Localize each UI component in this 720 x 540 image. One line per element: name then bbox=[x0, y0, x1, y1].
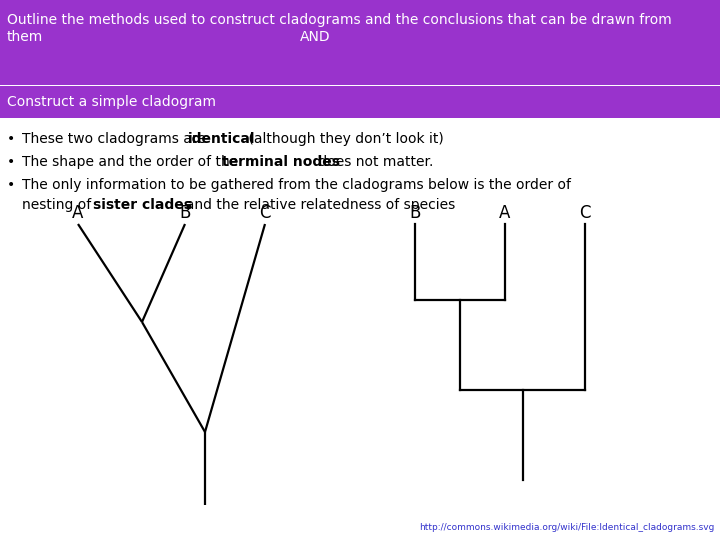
Text: C: C bbox=[580, 204, 590, 222]
Text: and the relative relatedness of species: and the relative relatedness of species bbox=[177, 198, 455, 212]
Text: sister clades: sister clades bbox=[93, 198, 192, 212]
Text: them: them bbox=[7, 30, 43, 44]
Text: (although they don’t look it): (although they don’t look it) bbox=[244, 132, 444, 146]
Text: Construct a simple cladogram: Construct a simple cladogram bbox=[7, 95, 216, 109]
Text: B: B bbox=[409, 204, 420, 222]
Text: C: C bbox=[259, 204, 271, 222]
Text: The only information to be gathered from the cladograms below is the order of: The only information to be gathered from… bbox=[22, 178, 571, 192]
Text: These two cladograms are: These two cladograms are bbox=[22, 132, 210, 146]
Text: A: A bbox=[72, 204, 84, 222]
Text: AND: AND bbox=[300, 30, 330, 44]
Text: Outline the methods used to construct cladograms and the conclusions that can be: Outline the methods used to construct cl… bbox=[7, 13, 672, 27]
Text: •: • bbox=[7, 132, 15, 146]
Text: B: B bbox=[179, 204, 191, 222]
Text: identical: identical bbox=[188, 132, 256, 146]
Text: •: • bbox=[7, 155, 15, 169]
Text: A: A bbox=[499, 204, 510, 222]
Text: http://commons.wikimedia.org/wiki/File:Identical_cladograms.svg: http://commons.wikimedia.org/wiki/File:I… bbox=[420, 523, 715, 532]
Text: •: • bbox=[7, 178, 15, 192]
Text: The shape and the order of the: The shape and the order of the bbox=[22, 155, 243, 169]
Text: does not matter.: does not matter. bbox=[314, 155, 433, 169]
Text: terminal nodes: terminal nodes bbox=[222, 155, 340, 169]
Bar bbox=[0, 0, 720, 85]
Text: nesting of: nesting of bbox=[22, 198, 96, 212]
Bar bbox=[0, 86, 720, 118]
